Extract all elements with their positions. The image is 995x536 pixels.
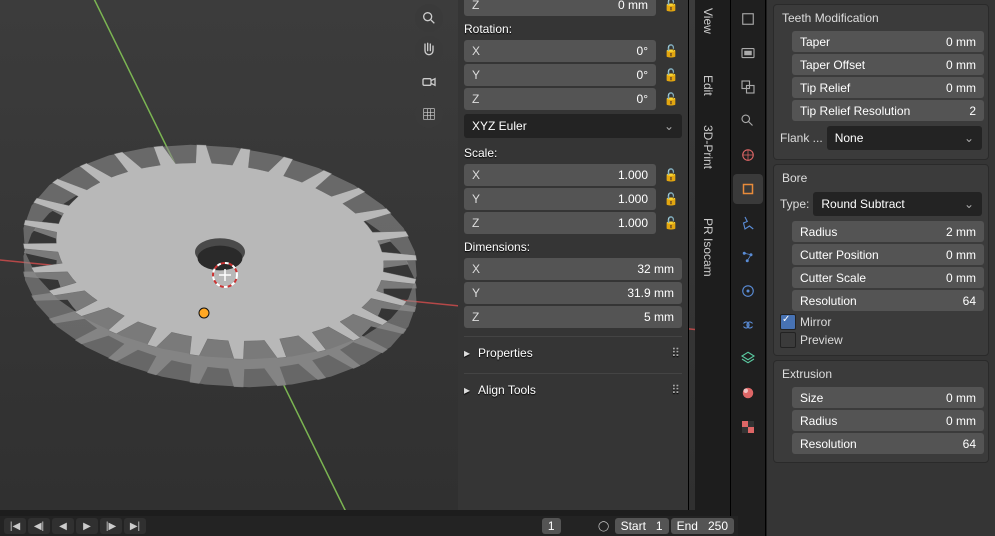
jump-end-icon[interactable]: ▶| [124,518,146,534]
rotation-x-field[interactable]: X0° [464,40,656,62]
scale-label: Scale: [458,142,688,164]
lock-icon[interactable]: 🔓 [660,64,682,86]
bore-radius-field[interactable]: Radius2 mm [792,221,984,242]
bore-title: Bore [778,167,984,189]
rotation-y-field[interactable]: Y0° [464,64,656,86]
properties-panel: Teeth Modification Taper0 mm Taper Offse… [767,0,995,536]
lock-icon[interactable]: 🔓 [660,88,682,110]
tip-relief-field[interactable]: Tip Relief0 mm [792,77,984,98]
dimensions-label: Dimensions: [458,236,688,258]
scale-x-field[interactable]: X1.000 [464,164,656,186]
modifier-tab-icon[interactable] [733,208,763,238]
physics-tab-icon[interactable] [733,276,763,306]
location-z-field[interactable]: Z0 mm [464,0,656,16]
constraint-tab-icon[interactable] [733,310,763,340]
flank-label: Flank ... [780,131,823,145]
transform-panel: Z0 mm 🔓 Rotation: X0°🔓 Y0°🔓 Z0°🔓 XYZ Eul… [458,0,689,510]
orthographic-icon[interactable] [415,100,443,128]
teeth-mod-title: Teeth Modification [778,7,984,29]
keyframe-next-icon[interactable]: |▶ [100,518,122,534]
preview-label: Preview [800,333,843,347]
tip-relief-res-field[interactable]: Tip Relief Resolution2 [792,100,984,121]
world-tab-icon[interactable] [733,140,763,170]
rotation-mode-select[interactable]: XYZ Euler [464,114,682,138]
rotation-z-field[interactable]: Z0° [464,88,656,110]
play-reverse-icon[interactable]: ◀ [52,518,74,534]
bore-type-label: Type: [780,197,809,211]
keyframe-prev-icon[interactable]: ◀| [28,518,50,534]
current-frame-field[interactable]: 1 [542,518,561,534]
rotation-label: Rotation: [458,18,688,40]
particle-tab-icon[interactable] [733,242,763,272]
object-origin [199,308,209,318]
extr-size-field[interactable]: Size0 mm [792,387,984,408]
scale-y-field[interactable]: Y1.000 [464,188,656,210]
properties-header[interactable]: Properties⠿ [464,336,682,365]
texture-tab-icon[interactable] [733,412,763,442]
taper-field[interactable]: Taper0 mm [792,31,984,52]
data-tab-icon[interactable] [733,344,763,374]
properties-tab-column [730,0,766,536]
cutter-pos-field[interactable]: Cutter Position0 mm [792,244,984,265]
end-frame-field[interactable]: End250 [671,518,734,534]
lock-icon[interactable]: 🔓 [660,40,682,62]
timeline: |◀ ◀| ◀ ▶ |▶ ▶| 1 ◯ Start1 End250 [0,516,738,536]
taper-offset-field[interactable]: Taper Offset0 mm [792,54,984,75]
extrusion-section: Extrusion Size0 mm Radius0 mm Resolution… [773,360,989,463]
bore-res-field[interactable]: Resolution64 [792,290,984,311]
play-icon[interactable]: ▶ [76,518,98,534]
scene-tab-icon[interactable] [733,106,763,136]
jump-start-icon[interactable]: |◀ [4,518,26,534]
render-tab-icon[interactable] [733,4,763,34]
autokey-icon[interactable]: ◯ [595,518,613,534]
gear-object[interactable] [23,145,416,388]
dim-z-field[interactable]: Z5 mm [464,306,682,328]
object-tab-icon[interactable] [733,174,763,204]
dim-x-field[interactable]: X32 mm [464,258,682,280]
npanel-tab-isocam[interactable]: PR Isocam [701,218,715,277]
lock-icon[interactable]: 🔓 [660,164,682,186]
flank-select[interactable]: None [827,126,982,150]
camera-view-icon[interactable] [415,68,443,96]
aligntools-header[interactable]: Align Tools⠿ [464,373,682,402]
teeth-mod-section: Teeth Modification Taper0 mm Taper Offse… [773,4,989,160]
cutter-scale-field[interactable]: Cutter Scale0 mm [792,267,984,288]
material-tab-icon[interactable] [733,378,763,408]
lock-icon[interactable]: 🔓 [660,212,682,234]
output-tab-icon[interactable] [733,38,763,68]
npanel-tab-view[interactable]: View [701,8,715,34]
scale-z-field[interactable]: Z1.000 [464,212,656,234]
npanel-tab-edit[interactable]: Edit [701,75,715,96]
bore-section: Bore Type: Round Subtract Radius2 mm Cut… [773,164,989,356]
mirror-label: Mirror [800,315,831,329]
lock-icon[interactable]: 🔓 [660,188,682,210]
lock-icon[interactable]: 🔓 [660,0,682,16]
npanel-tab-3dprint[interactable]: 3D-Print [701,125,715,169]
mirror-checkbox[interactable] [780,314,796,330]
extr-res-field[interactable]: Resolution64 [792,433,984,454]
zoom-icon[interactable] [415,4,443,32]
viewlayer-tab-icon[interactable] [733,72,763,102]
start-frame-field[interactable]: Start1 [615,518,669,534]
preview-checkbox[interactable] [780,332,796,348]
dim-y-field[interactable]: Y31.9 mm [464,282,682,304]
bore-type-select[interactable]: Round Subtract [813,192,982,216]
extr-radius-field[interactable]: Radius0 mm [792,410,984,431]
pan-icon[interactable] [415,36,443,64]
extrusion-title: Extrusion [778,363,984,385]
